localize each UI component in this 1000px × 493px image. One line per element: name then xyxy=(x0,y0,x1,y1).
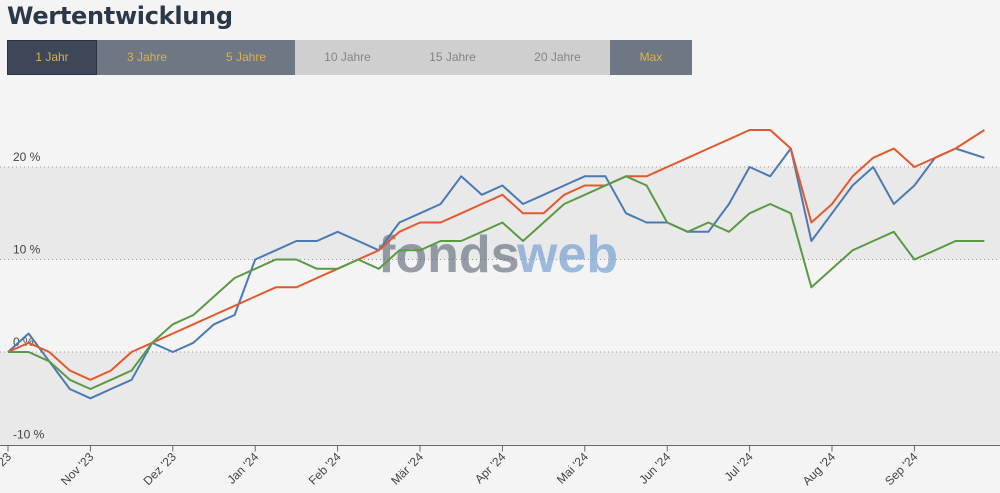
watermark-web: web xyxy=(516,226,618,284)
x-tick-label: Mär '24 xyxy=(388,449,426,487)
y-tick-label: 0 % xyxy=(13,335,34,349)
y-tick-label: 20 % xyxy=(13,150,41,164)
x-tick-label: Jul '24 xyxy=(722,449,756,483)
x-tick-label: Mai '24 xyxy=(554,449,591,486)
series-line-orange xyxy=(7,129,985,381)
performance-chart: 20 % 10 % 0 % -10 % fonds web Okt '23 Nov '2… xyxy=(0,129,1000,488)
x-tick-label: Sep '24 xyxy=(882,449,921,488)
x-tick-label: Okt '23 xyxy=(0,449,14,486)
series-line-green xyxy=(8,175,985,390)
x-tick-label: Apr '24 xyxy=(472,449,509,486)
band-10-20 xyxy=(0,167,1000,260)
tab-5-jahre[interactable]: 5 Jahre xyxy=(197,40,295,75)
tab-10-jahre: 10 Jahre xyxy=(295,40,400,75)
y-tick-label: -10 % xyxy=(13,428,45,442)
tab-3-jahre[interactable]: 3 Jahre xyxy=(97,40,197,75)
x-axis: Okt '23 Nov '23 Dez '23 Jan '24 Feb '24 Mär '… xyxy=(0,445,1000,488)
x-tick-label: Dez '23 xyxy=(141,449,180,488)
chart-series xyxy=(7,129,985,400)
band-neg xyxy=(0,352,1000,445)
series-line-blue xyxy=(7,147,985,400)
y-axis-labels: 20 % 10 % 0 % -10 % xyxy=(13,150,45,442)
period-tabs: 1 Jahr 3 Jahre 5 Jahre 10 Jahre 15 Jahre… xyxy=(7,40,692,75)
chart-grid xyxy=(0,166,1000,353)
x-tick-label: Aug '24 xyxy=(800,449,839,488)
x-tick-label: Feb '24 xyxy=(306,449,344,487)
x-tick-label: Nov '23 xyxy=(58,449,97,488)
watermark-fonds: fonds xyxy=(378,226,520,284)
tab-max[interactable]: Max xyxy=(610,40,692,75)
x-tick-label: Jun '24 xyxy=(636,449,673,486)
tab-1-jahr[interactable]: 1 Jahr xyxy=(7,40,97,75)
tab-20-jahre: 20 Jahre xyxy=(505,40,610,75)
chart-bands xyxy=(0,167,1000,445)
y-tick-label: 10 % xyxy=(13,243,41,257)
x-tick-label: Jan '24 xyxy=(224,449,261,486)
page-title: Wertentwicklung xyxy=(7,2,233,30)
tab-15-jahre: 15 Jahre xyxy=(400,40,505,75)
